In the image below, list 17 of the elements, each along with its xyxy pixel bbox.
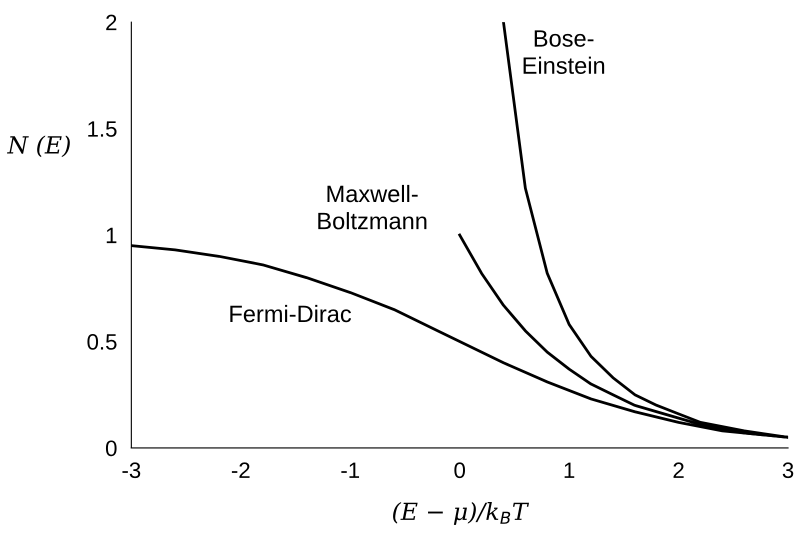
y-tick-label: 2 bbox=[106, 14, 116, 30]
x-tick-label: 2 bbox=[674, 462, 684, 478]
series-label: Maxwell- Boltzmann bbox=[318, 184, 426, 230]
series-label: Fermi-Dirac bbox=[230, 304, 352, 322]
series-label: Bose- Einstein bbox=[524, 30, 604, 74]
y-axis-title: N (E) bbox=[7, 136, 70, 158]
x-tick-label: 3 bbox=[782, 462, 794, 478]
x-tick-label: -1 bbox=[341, 462, 360, 478]
x-tick-label: -3 bbox=[122, 462, 140, 478]
x-tick-label: -2 bbox=[232, 462, 250, 478]
x-axis-title: (E − μ)/k$_{B}$T bbox=[393, 502, 530, 525]
y-tick-label: 1.5 bbox=[88, 121, 117, 137]
y-tick-label: 0 bbox=[106, 440, 117, 456]
y-tick-label: 1 bbox=[106, 228, 116, 244]
y-tick-label: 0.5 bbox=[87, 334, 117, 350]
x-tick-label: 1 bbox=[564, 462, 574, 478]
x-tick-label: 0 bbox=[454, 462, 465, 478]
